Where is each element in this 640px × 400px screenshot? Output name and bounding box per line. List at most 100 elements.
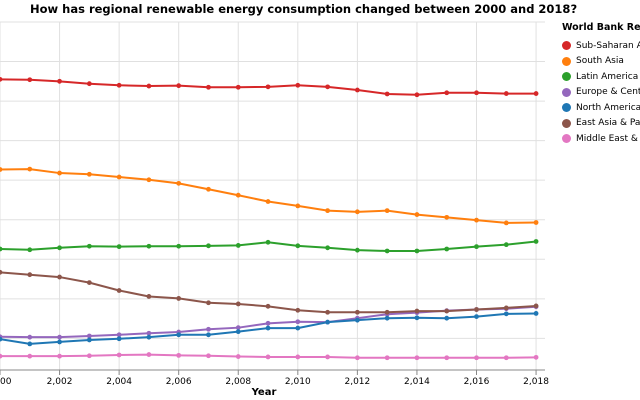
data-point bbox=[414, 315, 420, 321]
legend-label: North America bbox=[576, 102, 640, 113]
legend-label: Sub-Saharan Africa bbox=[576, 40, 640, 51]
data-point bbox=[503, 242, 509, 248]
data-point bbox=[354, 247, 360, 253]
data-point bbox=[444, 355, 450, 361]
data-point bbox=[414, 92, 420, 98]
data-point bbox=[235, 84, 241, 90]
legend-swatch bbox=[562, 56, 571, 66]
x-tick-label: 2,018 bbox=[523, 377, 549, 387]
series-points bbox=[0, 76, 539, 361]
data-point bbox=[265, 303, 271, 309]
data-point bbox=[265, 320, 271, 326]
data-point bbox=[265, 84, 271, 90]
data-point bbox=[206, 353, 211, 359]
data-point bbox=[265, 325, 271, 331]
data-point bbox=[146, 243, 152, 249]
data-point bbox=[414, 308, 420, 314]
data-point bbox=[0, 353, 3, 359]
legend-item: North America bbox=[562, 100, 640, 116]
data-point bbox=[116, 336, 122, 342]
data-point bbox=[176, 83, 182, 89]
data-point bbox=[57, 334, 62, 340]
legend-swatch bbox=[562, 103, 571, 113]
data-point bbox=[27, 334, 33, 340]
data-point bbox=[384, 91, 390, 97]
data-point bbox=[27, 166, 33, 172]
data-point bbox=[474, 217, 479, 223]
data-point bbox=[265, 354, 271, 360]
x-tick-label: 2,006 bbox=[166, 377, 192, 387]
data-point bbox=[146, 177, 152, 183]
data-point bbox=[86, 171, 92, 177]
x-tick-label: 2,012 bbox=[344, 377, 370, 387]
legend-item: Sub-Saharan Africa bbox=[562, 38, 640, 54]
data-point bbox=[235, 354, 241, 359]
data-point bbox=[503, 355, 509, 361]
data-point bbox=[235, 192, 241, 198]
data-point bbox=[325, 208, 330, 214]
data-point bbox=[533, 311, 539, 316]
data-point bbox=[235, 301, 241, 307]
data-point bbox=[146, 83, 152, 89]
data-point bbox=[206, 300, 211, 306]
data-point bbox=[176, 332, 182, 338]
data-point bbox=[116, 82, 122, 88]
legend-item: Latin America & Caribbean bbox=[562, 69, 640, 85]
data-point bbox=[503, 91, 509, 96]
data-point bbox=[384, 355, 390, 361]
x-tick-label: 2,008 bbox=[225, 377, 251, 387]
data-point bbox=[384, 248, 390, 254]
data-point bbox=[86, 333, 92, 339]
data-point bbox=[444, 308, 450, 314]
data-point bbox=[206, 326, 211, 332]
data-point bbox=[444, 315, 450, 321]
data-point bbox=[414, 248, 420, 254]
data-point bbox=[235, 325, 241, 331]
data-point bbox=[533, 354, 539, 360]
data-point bbox=[146, 330, 152, 336]
data-point bbox=[146, 334, 152, 340]
data-point bbox=[295, 325, 301, 331]
data-point bbox=[265, 199, 271, 204]
data-point bbox=[295, 203, 301, 209]
data-point bbox=[27, 341, 33, 347]
data-point bbox=[206, 84, 211, 90]
data-point bbox=[86, 337, 92, 343]
legend-label: Europe & Central Asia bbox=[576, 87, 640, 98]
x-tick-label: 2000 bbox=[0, 377, 12, 387]
data-point bbox=[533, 91, 539, 96]
data-point bbox=[116, 352, 122, 358]
x-tick-label: 2,010 bbox=[285, 377, 311, 387]
data-point bbox=[146, 352, 152, 357]
data-point bbox=[325, 354, 330, 360]
data-point bbox=[354, 309, 360, 315]
data-point bbox=[533, 239, 539, 244]
data-point bbox=[503, 220, 509, 226]
legend-item: South Asia bbox=[562, 54, 640, 70]
data-point bbox=[206, 243, 211, 249]
legend-item: Europe & Central Asia bbox=[562, 85, 640, 101]
legend-swatch bbox=[562, 41, 571, 51]
x-tick-label: 2,002 bbox=[47, 377, 73, 387]
data-point bbox=[474, 244, 479, 250]
data-point bbox=[325, 84, 330, 90]
legend-swatch bbox=[562, 87, 571, 97]
series-lines bbox=[0, 78, 537, 359]
data-point bbox=[354, 87, 360, 93]
legend-label: Middle East & North Africa bbox=[576, 133, 640, 144]
x-tick-label: 2,016 bbox=[464, 377, 490, 387]
data-point bbox=[116, 244, 122, 250]
data-point bbox=[295, 82, 301, 88]
data-point bbox=[354, 209, 360, 215]
data-point bbox=[86, 280, 92, 286]
data-point bbox=[57, 170, 62, 176]
data-point bbox=[0, 269, 3, 275]
data-point bbox=[57, 245, 62, 251]
data-point bbox=[354, 317, 360, 323]
data-point bbox=[325, 245, 330, 251]
data-point bbox=[146, 294, 152, 299]
data-point bbox=[86, 353, 92, 359]
data-point bbox=[325, 319, 330, 325]
data-point bbox=[116, 174, 122, 180]
